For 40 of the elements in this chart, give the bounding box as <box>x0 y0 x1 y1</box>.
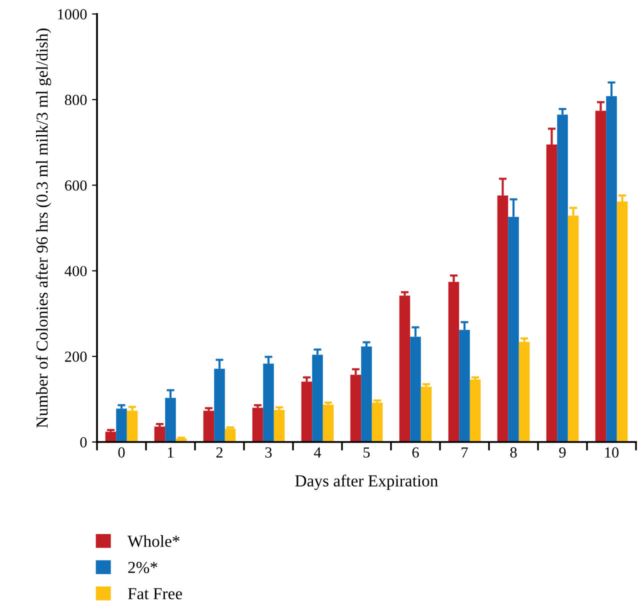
bar <box>350 374 362 442</box>
x-tick-label: 3 <box>265 447 272 458</box>
bar <box>322 404 334 442</box>
x-tick-label: 4 <box>314 447 322 458</box>
y-tick-label: 600 <box>65 180 87 191</box>
bar <box>203 410 214 442</box>
bar <box>518 342 530 442</box>
legend-label: 2%* <box>128 562 158 574</box>
y-tick-label: 0 <box>80 437 87 448</box>
x-tick-label: 9 <box>559 447 566 458</box>
bar <box>126 410 138 442</box>
x-tick-label: 6 <box>412 447 419 458</box>
y-tick-label: 400 <box>64 266 87 276</box>
bar <box>301 382 312 442</box>
x-tick-label: 7 <box>462 447 468 458</box>
y-axis-title: Number of Colonies after 96 hrs (0.3 ml milk/3 ml gel/dish) <box>36 28 52 428</box>
bar <box>399 296 410 442</box>
x-tick-label: 2 <box>216 447 222 458</box>
bar <box>154 426 166 442</box>
bar <box>252 408 264 442</box>
y-tick-label: 200 <box>65 352 87 362</box>
bar <box>372 402 383 442</box>
x-axis-title: Days after Expiration <box>295 474 438 490</box>
legend-label: Fat Free <box>128 588 182 600</box>
x-tick-label: 5 <box>364 447 370 458</box>
bar <box>312 354 323 442</box>
bar <box>224 428 236 442</box>
x-tick-label: 8 <box>510 447 517 458</box>
x-tick-label: 10 <box>605 447 619 458</box>
y-tick-label: 1000 <box>58 9 87 20</box>
bar <box>420 386 432 442</box>
bar <box>470 380 481 442</box>
x-tick-label: 0 <box>118 447 125 458</box>
bar <box>105 432 116 442</box>
legend-label: Whole* <box>128 535 180 547</box>
y-tick-label: 800 <box>64 94 87 106</box>
x-tick-label: 1 <box>168 447 174 458</box>
bar <box>361 346 372 442</box>
bar <box>274 410 285 442</box>
bar <box>116 408 127 442</box>
